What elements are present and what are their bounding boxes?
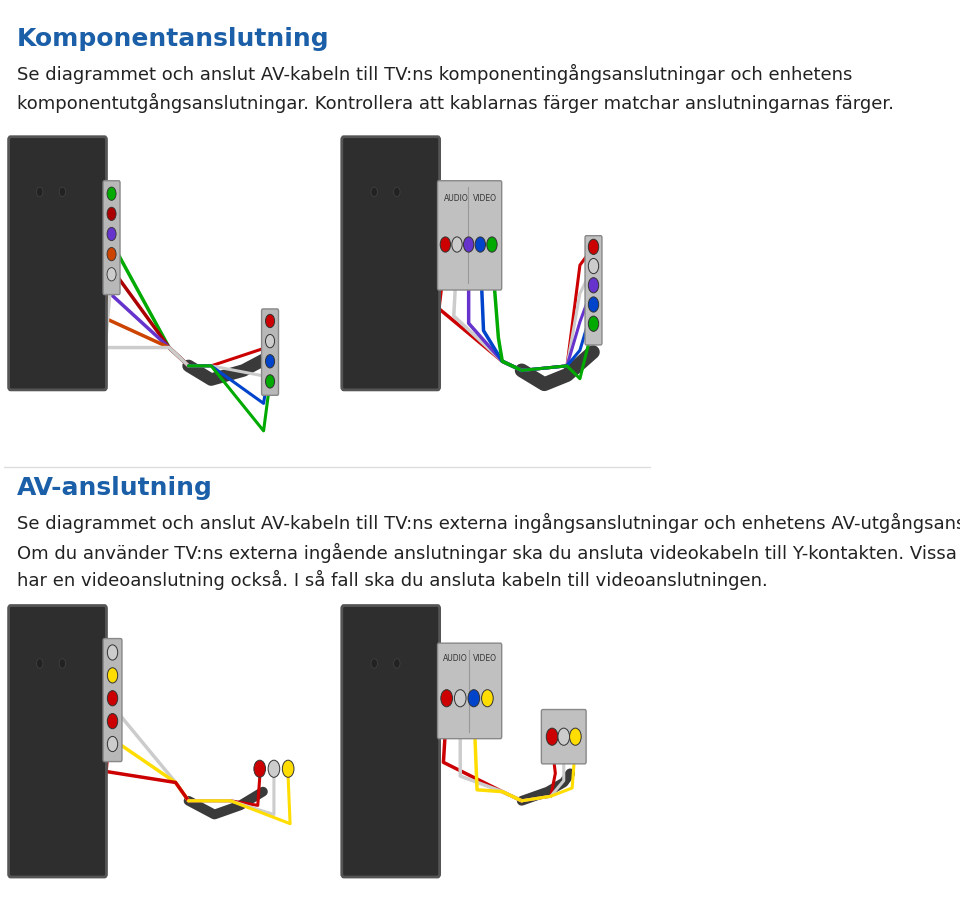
Circle shape xyxy=(108,690,118,706)
Text: Komponentanslutning: Komponentanslutning xyxy=(17,27,329,51)
Circle shape xyxy=(371,659,377,668)
Circle shape xyxy=(482,689,493,707)
Text: Se diagrammet och anslut AV-kabeln till TV:ns komponentingångsanslutningar och e: Se diagrammet och anslut AV-kabeln till … xyxy=(17,64,852,84)
Circle shape xyxy=(569,728,581,746)
Circle shape xyxy=(107,227,116,240)
Circle shape xyxy=(107,187,116,201)
Circle shape xyxy=(588,278,599,293)
Circle shape xyxy=(108,645,118,660)
Text: har en videoanslutning också. I så fall ska du ansluta kabeln till videoanslutni: har en videoanslutning också. I så fall … xyxy=(17,570,768,590)
Circle shape xyxy=(108,713,118,729)
Circle shape xyxy=(371,188,377,197)
Circle shape xyxy=(282,760,294,777)
Circle shape xyxy=(454,689,466,707)
Circle shape xyxy=(588,316,599,332)
Circle shape xyxy=(107,248,116,261)
Circle shape xyxy=(107,268,116,281)
Text: AUDIO: AUDIO xyxy=(444,194,468,202)
Circle shape xyxy=(588,297,599,312)
Circle shape xyxy=(452,237,462,252)
Circle shape xyxy=(266,334,275,347)
Text: Om du använder TV:ns externa ingående anslutningar ska du ansluta videokabeln ti: Om du använder TV:ns externa ingående an… xyxy=(17,542,960,563)
Circle shape xyxy=(588,239,599,254)
Circle shape xyxy=(441,237,450,252)
FancyBboxPatch shape xyxy=(342,605,440,877)
Circle shape xyxy=(487,237,497,252)
FancyBboxPatch shape xyxy=(9,605,107,877)
FancyBboxPatch shape xyxy=(9,137,107,390)
Circle shape xyxy=(107,207,116,221)
Circle shape xyxy=(558,728,569,746)
Circle shape xyxy=(268,760,279,777)
Circle shape xyxy=(266,355,275,368)
Text: AUDIO: AUDIO xyxy=(443,654,468,663)
FancyBboxPatch shape xyxy=(585,236,602,345)
Circle shape xyxy=(36,659,43,668)
Text: VIDEO: VIDEO xyxy=(472,654,496,663)
Text: Se diagrammet och anslut AV-kabeln till TV:ns externa ingångsanslutningar och en: Se diagrammet och anslut AV-kabeln till … xyxy=(17,513,960,533)
Circle shape xyxy=(108,668,118,683)
FancyBboxPatch shape xyxy=(438,643,502,738)
FancyBboxPatch shape xyxy=(541,710,587,764)
Circle shape xyxy=(36,188,43,197)
Circle shape xyxy=(266,375,275,388)
Circle shape xyxy=(588,259,599,274)
Text: AV-anslutning: AV-anslutning xyxy=(17,476,213,500)
Text: komponentutgångsanslutningar. Kontrollera att kablarnas färger matchar anslutnin: komponentutgångsanslutningar. Kontroller… xyxy=(17,93,894,113)
Circle shape xyxy=(394,659,400,668)
Circle shape xyxy=(468,689,480,707)
Circle shape xyxy=(60,659,65,668)
FancyBboxPatch shape xyxy=(342,137,440,390)
Circle shape xyxy=(475,237,486,252)
Circle shape xyxy=(108,736,118,751)
Circle shape xyxy=(253,760,266,777)
FancyBboxPatch shape xyxy=(438,181,502,290)
Circle shape xyxy=(60,188,65,197)
Circle shape xyxy=(394,188,400,197)
Circle shape xyxy=(441,689,452,707)
Circle shape xyxy=(546,728,558,746)
FancyBboxPatch shape xyxy=(103,181,120,295)
FancyBboxPatch shape xyxy=(261,309,278,395)
Circle shape xyxy=(464,237,474,252)
Circle shape xyxy=(266,314,275,328)
FancyBboxPatch shape xyxy=(103,638,122,761)
Text: VIDEO: VIDEO xyxy=(472,194,496,202)
